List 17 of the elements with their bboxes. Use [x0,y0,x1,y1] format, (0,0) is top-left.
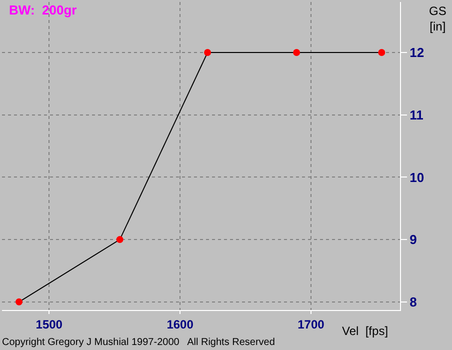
y-tick-label: 9 [410,232,417,248]
point [204,49,212,56]
point [378,49,386,56]
y-axis-title: GS [in] [429,4,446,34]
y-tick-label: 8 [410,294,417,310]
text: Copyright Gregory J Mushial 1997-2000 All Rights Reserved [2,337,275,348]
y-tick-label: 10 [410,170,424,185]
x-axis-title: Vel [fps] [342,324,388,338]
point [293,49,300,56]
y-tick-label: 11 [410,107,424,122]
point [116,236,124,244]
chart-title: BW: 200gr [9,2,77,18]
x-tick-label: 1600 [166,317,194,332]
point [16,298,23,306]
x-tick-label: 1500 [36,317,63,332]
x-tick-label: 1700 [298,317,325,332]
y-tick-label: 12 [410,45,424,60]
